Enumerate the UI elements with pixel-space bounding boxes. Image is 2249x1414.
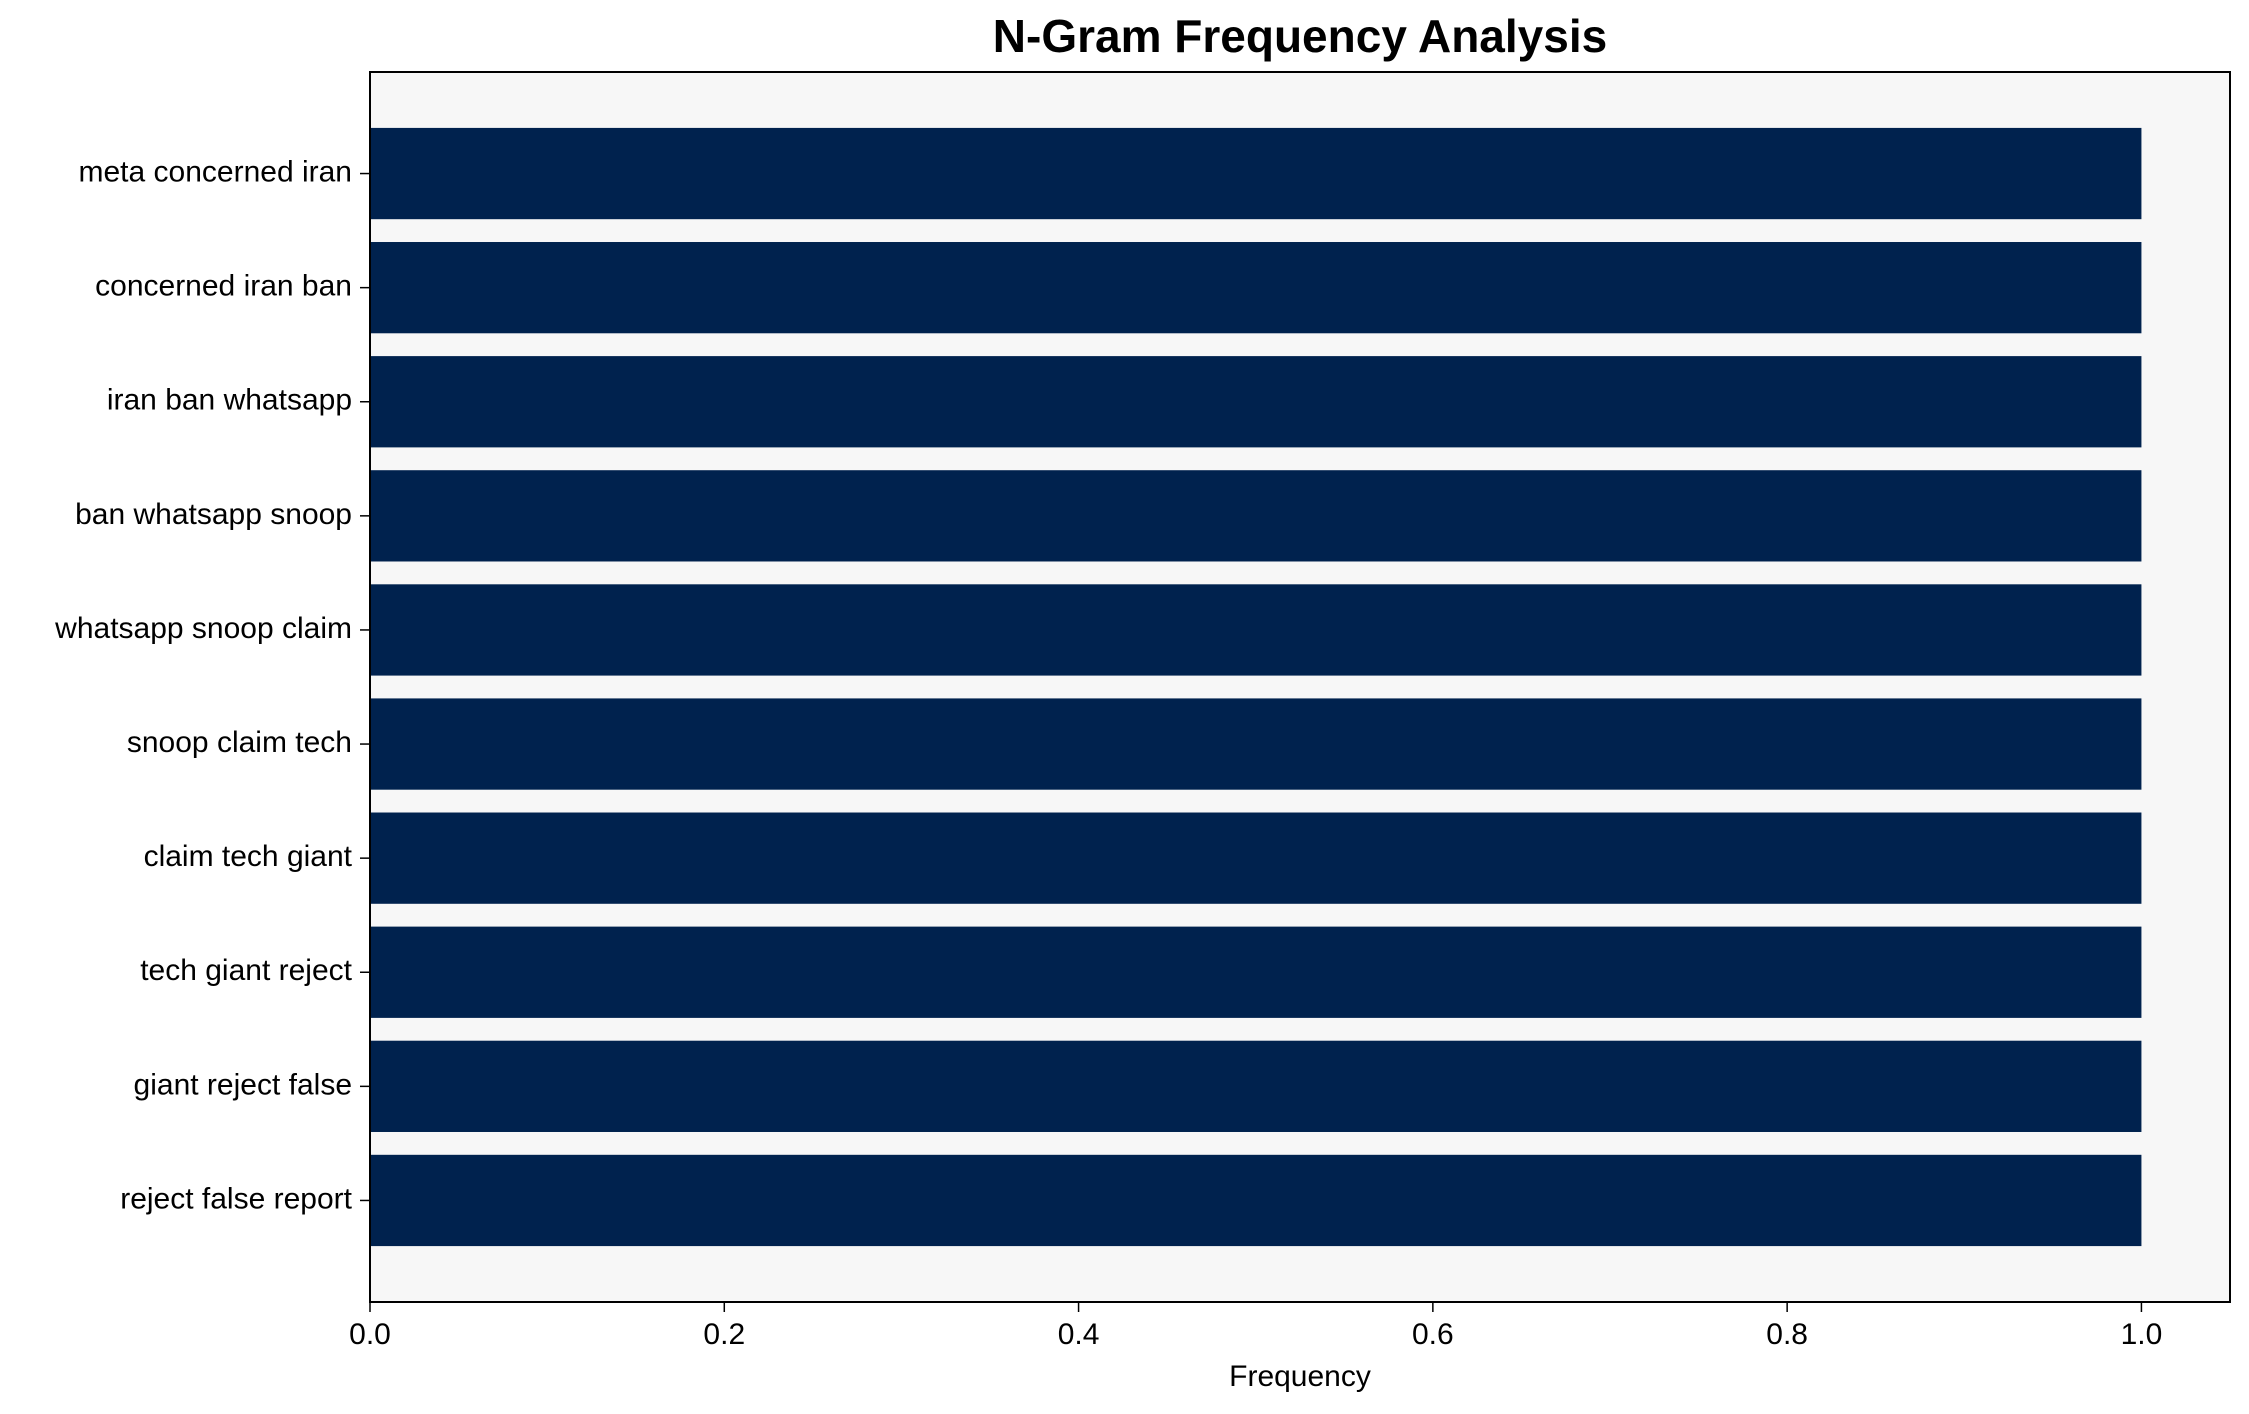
bar bbox=[370, 1154, 2142, 1247]
x-tick-label: 0.0 bbox=[349, 1318, 391, 1351]
chart-title: N-Gram Frequency Analysis bbox=[993, 10, 1607, 62]
x-tick-label: 0.8 bbox=[1766, 1318, 1808, 1351]
x-tick-label: 0.6 bbox=[1412, 1318, 1454, 1351]
y-tick-label: iran ban whatsapp bbox=[107, 384, 352, 417]
bar bbox=[370, 242, 2142, 334]
x-tick-label: 0.4 bbox=[1058, 1318, 1100, 1351]
y-tick-label: claim tech giant bbox=[144, 840, 353, 873]
y-tick-label: meta concerned iran bbox=[79, 155, 353, 188]
y-tick-label: reject false report bbox=[120, 1182, 352, 1215]
bar bbox=[370, 127, 2142, 220]
y-tick-label: ban whatsapp snoop bbox=[75, 498, 352, 531]
bar bbox=[370, 470, 2142, 562]
x-axis-label: Frequency bbox=[1229, 1360, 1371, 1393]
bar bbox=[370, 698, 2142, 790]
y-tick-label: whatsapp snoop claim bbox=[54, 612, 352, 645]
x-tick-label: 1.0 bbox=[2121, 1318, 2163, 1351]
bar bbox=[370, 584, 2142, 676]
x-tick-label: 0.2 bbox=[703, 1318, 745, 1351]
y-tick-label: concerned iran ban bbox=[95, 270, 352, 303]
y-tick-label: giant reject false bbox=[134, 1068, 352, 1101]
plot-frame bbox=[369, 71, 2231, 1303]
bar bbox=[370, 926, 2142, 1018]
bar bbox=[370, 812, 2142, 904]
bar bbox=[370, 356, 2142, 448]
bar bbox=[370, 1040, 2142, 1132]
y-tick-label: tech giant reject bbox=[140, 954, 352, 987]
y-tick-label: snoop claim tech bbox=[127, 726, 352, 759]
